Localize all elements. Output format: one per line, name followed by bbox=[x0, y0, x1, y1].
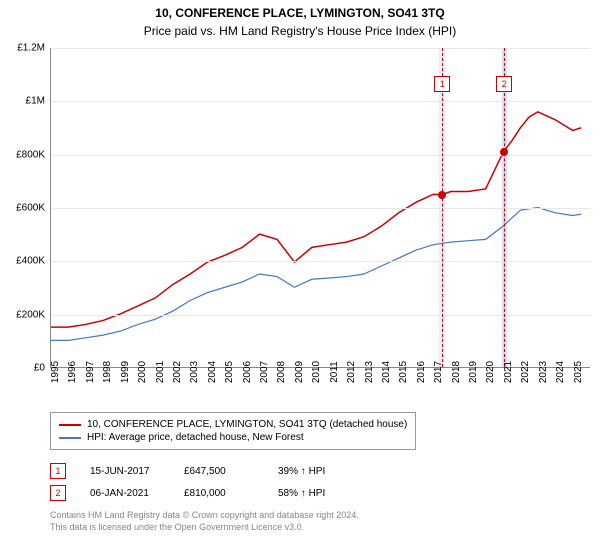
xtick-label: 2019 bbox=[468, 361, 479, 383]
plot-area: 12 bbox=[50, 48, 590, 368]
legend-swatch bbox=[59, 437, 81, 439]
xtick-label: 1998 bbox=[102, 361, 113, 383]
xtick-label: 2009 bbox=[294, 361, 305, 383]
sale-date: 15-JUN-2017 bbox=[90, 466, 160, 477]
xtick-label: 2015 bbox=[398, 361, 409, 383]
highlight-line bbox=[442, 48, 443, 367]
series-line bbox=[51, 208, 581, 341]
xtick-label: 2010 bbox=[311, 361, 322, 383]
legend-label: 10, CONFERENCE PLACE, LYMINGTON, SO41 3T… bbox=[87, 419, 407, 430]
xtick-label: 2024 bbox=[555, 361, 566, 383]
xtick-label: 2000 bbox=[137, 361, 148, 383]
sale-vs-hpi: 39% ↑ HPI bbox=[278, 466, 348, 477]
xtick-label: 2012 bbox=[346, 361, 357, 383]
xtick-label: 2018 bbox=[451, 361, 462, 383]
legend-item: HPI: Average price, detached house, New … bbox=[59, 431, 407, 444]
sale-marker-label: 2 bbox=[496, 76, 512, 92]
xtick-label: 2023 bbox=[538, 361, 549, 383]
attribution: Contains HM Land Registry data © Crown c… bbox=[50, 510, 359, 533]
sale-row-marker: 2 bbox=[50, 485, 66, 501]
sale-marker-dot bbox=[500, 148, 508, 156]
ytick-label: £400K bbox=[16, 256, 45, 267]
sale-price: £647,500 bbox=[184, 466, 254, 477]
xtick-label: 2013 bbox=[364, 361, 375, 383]
attribution-line2: This data is licensed under the Open Gov… bbox=[50, 522, 359, 534]
chart-container: 10, CONFERENCE PLACE, LYMINGTON, SO41 3T… bbox=[0, 0, 600, 560]
legend-swatch bbox=[59, 424, 81, 426]
xtick-label: 1995 bbox=[50, 361, 61, 383]
xtick-label: 1999 bbox=[120, 361, 131, 383]
xtick-label: 2006 bbox=[242, 361, 253, 383]
xtick-label: 2007 bbox=[259, 361, 270, 383]
xtick-label: 2011 bbox=[329, 361, 340, 383]
xtick-label: 2017 bbox=[433, 361, 444, 383]
chart-title: 10, CONFERENCE PLACE, LYMINGTON, SO41 3T… bbox=[0, 0, 600, 20]
attribution-line1: Contains HM Land Registry data © Crown c… bbox=[50, 510, 359, 522]
sale-price: £810,000 bbox=[184, 488, 254, 499]
sale-vs-hpi: 58% ↑ HPI bbox=[278, 488, 348, 499]
legend-label: HPI: Average price, detached house, New … bbox=[87, 432, 304, 443]
sale-row-marker: 1 bbox=[50, 463, 66, 479]
series-line bbox=[51, 112, 581, 327]
xtick-label: 1997 bbox=[85, 361, 96, 383]
ytick-label: £1M bbox=[26, 96, 45, 107]
sale-marker-label: 1 bbox=[434, 76, 450, 92]
legend: 10, CONFERENCE PLACE, LYMINGTON, SO41 3T… bbox=[50, 412, 416, 450]
sales-table: 1 15-JUN-2017 £647,500 39% ↑ HPI 2 06-JAN-202… bbox=[50, 460, 348, 504]
sale-row: 1 15-JUN-2017 £647,500 39% ↑ HPI bbox=[50, 460, 348, 482]
sale-date: 06-JAN-2021 bbox=[90, 488, 160, 499]
ytick-label: £200K bbox=[16, 309, 45, 320]
sale-row: 2 06-JAN-2021 £810,000 58% ↑ HPI bbox=[50, 482, 348, 504]
ytick-label: £800K bbox=[16, 149, 45, 160]
xtick-label: 2022 bbox=[520, 361, 531, 383]
xtick-label: 1996 bbox=[67, 361, 78, 383]
ytick-label: £0 bbox=[34, 363, 45, 374]
xtick-label: 2014 bbox=[381, 361, 392, 383]
xtick-label: 2002 bbox=[172, 361, 183, 383]
xtick-label: 2004 bbox=[207, 361, 218, 383]
xtick-label: 2016 bbox=[416, 361, 427, 383]
xtick-label: 2025 bbox=[573, 361, 584, 383]
xtick-label: 2020 bbox=[485, 361, 496, 383]
xtick-label: 2001 bbox=[155, 361, 166, 383]
legend-item: 10, CONFERENCE PLACE, LYMINGTON, SO41 3T… bbox=[59, 418, 407, 431]
ytick-label: £1.2M bbox=[17, 43, 45, 54]
xtick-label: 2005 bbox=[224, 361, 235, 383]
sale-marker-dot bbox=[438, 191, 446, 199]
xtick-label: 2003 bbox=[189, 361, 200, 383]
xtick-label: 2021 bbox=[503, 361, 514, 383]
highlight-line bbox=[504, 48, 505, 367]
chart-subtitle: Price paid vs. HM Land Registry's House … bbox=[0, 20, 600, 44]
ytick-label: £600K bbox=[16, 203, 45, 214]
xtick-label: 2008 bbox=[276, 361, 287, 383]
